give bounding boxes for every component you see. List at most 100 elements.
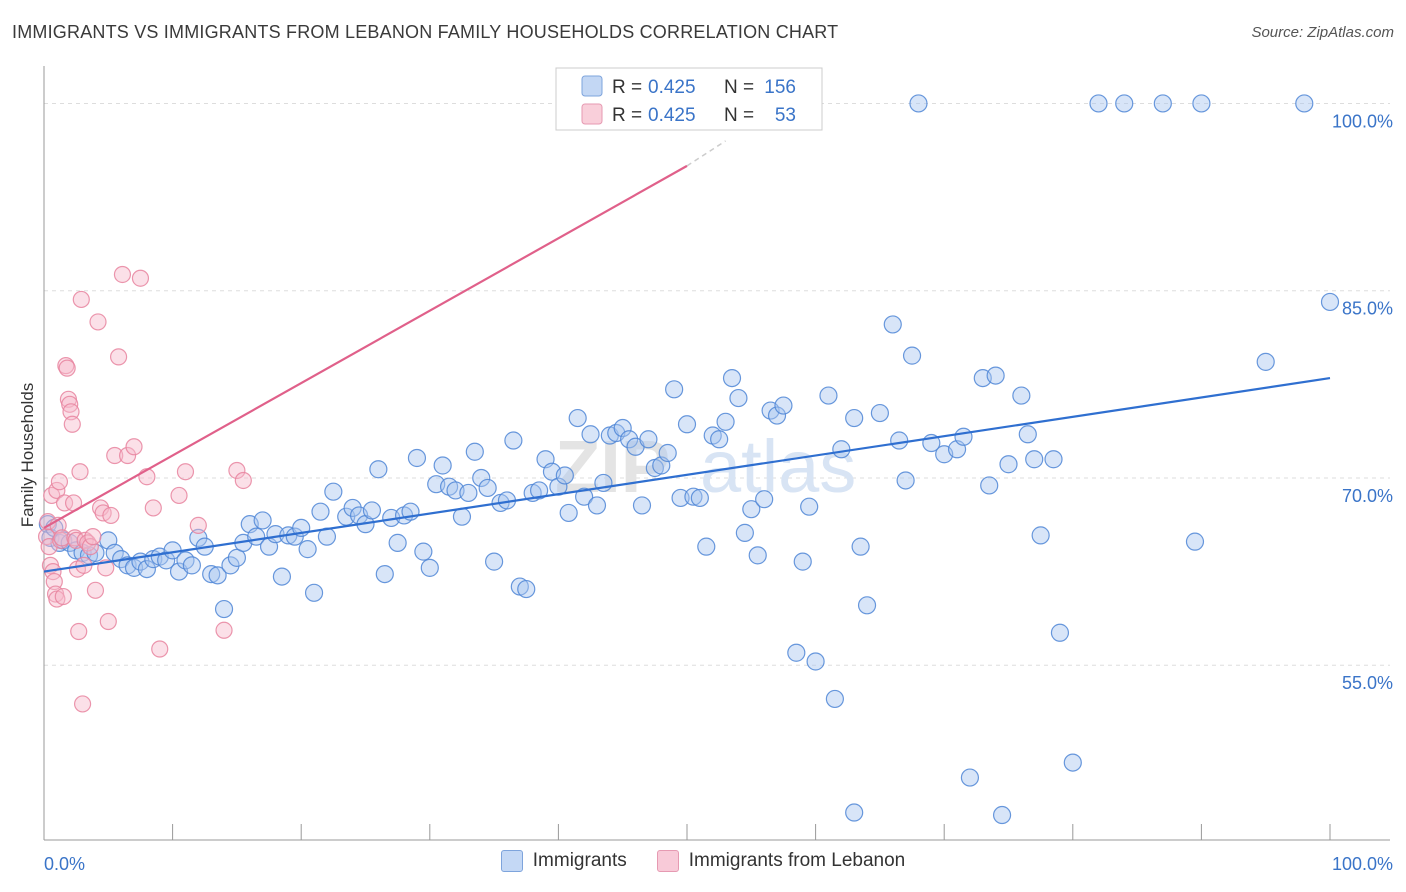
chart-title: IMMIGRANTS VS IMMIGRANTS FROM LEBANON FA…	[12, 22, 839, 42]
data-point-lebanon	[55, 494, 74, 512]
y-tick-label: 85.0%	[1342, 299, 1393, 319]
data-point-lebanon	[151, 640, 169, 658]
legend-n-label: N =	[724, 105, 754, 126]
data-point-lebanon	[58, 359, 76, 377]
legend-r-value: 0.425	[648, 77, 696, 98]
legend-item-lebanon[interactable]: Immigrants from Lebanon	[656, 850, 906, 872]
trend-line-lebanon-extension	[686, 140, 726, 167]
data-point-immigrants	[414, 542, 433, 561]
data-point-immigrants	[787, 643, 806, 662]
trend-lines	[43, 140, 1331, 573]
legend-top-swatch-pink-icon	[581, 103, 603, 125]
data-point-lebanon	[89, 313, 107, 331]
data-point-immigrants	[227, 548, 246, 567]
data-point-lebanon	[81, 538, 99, 556]
data-point-immigrants	[568, 408, 587, 428]
data-point-lebanon	[144, 499, 162, 517]
data-point-lebanon	[131, 269, 150, 287]
data-point-immigrants	[793, 552, 812, 571]
data-point-immigrants	[407, 448, 427, 468]
data-point-immigrants	[1115, 94, 1134, 113]
data-point-immigrants	[253, 511, 272, 530]
legend-n-value: 156	[764, 77, 796, 98]
series-immigrants	[38, 94, 1340, 825]
y-tick-label: 70.0%	[1342, 486, 1393, 506]
series-lebanon	[37, 265, 252, 713]
trend-line-lebanon	[43, 164, 688, 529]
data-point-lebanon	[43, 486, 61, 505]
data-point-lebanon	[99, 612, 117, 631]
data-point-immigrants	[992, 805, 1012, 825]
data-point-immigrants	[362, 501, 382, 520]
data-point-lebanon	[228, 461, 246, 480]
data-point-immigrants	[1050, 623, 1070, 642]
data-point-lebanon	[125, 438, 143, 456]
data-point-immigrants	[735, 523, 754, 542]
data-point-immigrants	[208, 566, 227, 585]
data-point-immigrants	[832, 440, 851, 459]
legend-n-label: N =	[724, 77, 754, 98]
data-point-lebanon	[109, 348, 128, 366]
data-point-immigrants	[677, 415, 697, 434]
data-point-immigrants	[1192, 94, 1211, 113]
data-point-immigrants	[388, 533, 407, 552]
x-tick-label-end: 100.0%	[1332, 854, 1393, 874]
data-point-immigrants	[504, 431, 523, 450]
data-point-immigrants	[1012, 386, 1031, 405]
data-point-immigrants	[343, 498, 362, 518]
data-point-immigrants	[1018, 425, 1037, 444]
watermark: ZIP atlas	[555, 425, 856, 508]
data-point-immigrants	[774, 396, 793, 415]
data-point-immigrants	[613, 418, 632, 438]
legend-label-lebanon: Immigrants from Lebanon	[688, 850, 906, 871]
legend-r-value: 0.425	[648, 105, 696, 126]
data-point-immigrants	[420, 558, 439, 577]
data-point-lebanon	[113, 265, 132, 284]
data-point-immigrants	[1185, 532, 1205, 551]
data-point-immigrants	[986, 366, 1005, 385]
data-point-immigrants	[980, 476, 999, 495]
data-point-lebanon	[215, 621, 233, 639]
data-point-immigrants	[902, 346, 922, 365]
data-point-immigrants	[851, 537, 870, 556]
legend-item-immigrants[interactable]: Immigrants	[500, 850, 627, 872]
data-point-immigrants	[559, 503, 578, 523]
data-point-lebanon	[73, 695, 92, 713]
data-point-immigrants	[716, 412, 735, 431]
legend-label-immigrants: Immigrants	[532, 850, 627, 871]
tick-labels: 55.0% 70.0% 85.0% 100.0% 0.0% 100.0% Family Ho…	[18, 111, 1393, 874]
data-point-lebanon	[53, 529, 71, 547]
legend-swatch-pink-icon	[656, 850, 679, 872]
data-point-lebanon	[189, 516, 207, 535]
data-point-lebanon	[84, 528, 102, 546]
trend-line-immigrants	[43, 377, 1331, 573]
data-point-immigrants	[620, 430, 639, 449]
data-point-immigrants	[845, 803, 864, 822]
data-point-immigrants	[722, 368, 742, 388]
data-point-immigrants	[1153, 94, 1172, 113]
data-point-immigrants	[485, 552, 504, 571]
data-point-immigrants	[555, 466, 574, 485]
data-point-immigrants	[671, 488, 690, 508]
data-point-lebanon	[234, 471, 252, 490]
data-point-immigrants	[755, 490, 774, 509]
data-point-immigrants	[530, 481, 549, 500]
data-point-immigrants	[890, 431, 909, 450]
data-point-immigrants	[909, 94, 928, 113]
data-point-immigrants	[819, 386, 838, 405]
legend-n-value: 53	[775, 105, 796, 126]
data-point-immigrants	[369, 460, 388, 479]
data-point-immigrants	[221, 556, 240, 575]
data-point-lebanon	[106, 446, 124, 465]
data-point-immigrants	[690, 488, 709, 508]
data-point-lebanon	[50, 473, 69, 491]
data-point-immigrants	[896, 471, 915, 490]
data-point-lebanon	[118, 446, 137, 465]
data-point-lebanon	[62, 403, 80, 421]
data-point-immigrants	[767, 406, 787, 425]
data-point-immigrants	[883, 315, 902, 334]
data-point-immigrants	[999, 455, 1018, 474]
data-point-immigrants	[581, 425, 600, 444]
data-point-immigrants	[517, 579, 536, 599]
